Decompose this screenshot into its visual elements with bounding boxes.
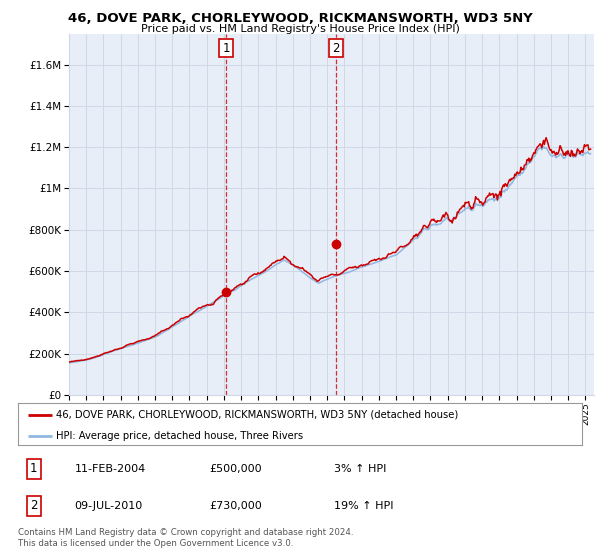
Text: 19% ↑ HPI: 19% ↑ HPI (334, 501, 394, 511)
Text: 09-JUL-2010: 09-JUL-2010 (74, 501, 143, 511)
Text: £500,000: £500,000 (210, 464, 262, 474)
Text: 46, DOVE PARK, CHORLEYWOOD, RICKMANSWORTH, WD3 5NY (detached house): 46, DOVE PARK, CHORLEYWOOD, RICKMANSWORT… (56, 410, 458, 420)
Text: 11-FEB-2004: 11-FEB-2004 (74, 464, 146, 474)
Text: Price paid vs. HM Land Registry's House Price Index (HPI): Price paid vs. HM Land Registry's House … (140, 24, 460, 34)
Text: £730,000: £730,000 (210, 501, 263, 511)
Text: 2: 2 (30, 500, 38, 512)
Text: 1: 1 (222, 41, 230, 54)
Text: HPI: Average price, detached house, Three Rivers: HPI: Average price, detached house, Thre… (56, 431, 304, 441)
Text: 1: 1 (30, 463, 38, 475)
Text: Contains HM Land Registry data © Crown copyright and database right 2024.
This d: Contains HM Land Registry data © Crown c… (18, 528, 353, 548)
Text: 3% ↑ HPI: 3% ↑ HPI (334, 464, 386, 474)
Text: 2: 2 (332, 41, 340, 54)
Text: 46, DOVE PARK, CHORLEYWOOD, RICKMANSWORTH, WD3 5NY: 46, DOVE PARK, CHORLEYWOOD, RICKMANSWORT… (68, 12, 532, 25)
